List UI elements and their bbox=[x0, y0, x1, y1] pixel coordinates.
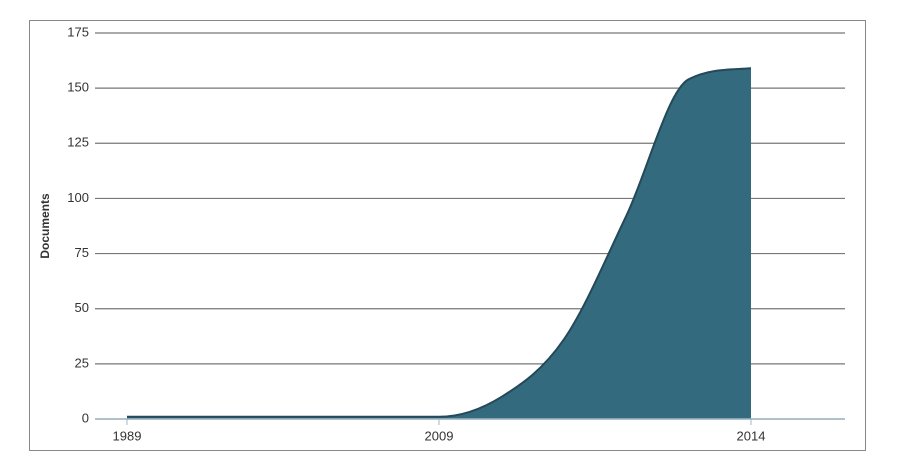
y-tick-label: 100 bbox=[67, 190, 89, 205]
y-tick-label: 150 bbox=[67, 80, 89, 95]
y-tick-label: 125 bbox=[67, 135, 89, 150]
area-line bbox=[126, 67, 752, 418]
area bbox=[127, 68, 751, 419]
x-tick-label: 2009 bbox=[425, 428, 454, 443]
y-tick-label: 175 bbox=[67, 24, 89, 39]
y-tick-label: 25 bbox=[75, 355, 89, 370]
x-tick-label: 1989 bbox=[113, 428, 142, 443]
y-axis-label: Documents bbox=[38, 193, 52, 259]
y-tick-label: 75 bbox=[75, 245, 89, 260]
frame bbox=[29, 20, 866, 451]
y-tick-label: 0 bbox=[82, 410, 89, 425]
y-tick-label: 50 bbox=[75, 300, 89, 315]
x-tick-label: 2014 bbox=[737, 428, 766, 443]
